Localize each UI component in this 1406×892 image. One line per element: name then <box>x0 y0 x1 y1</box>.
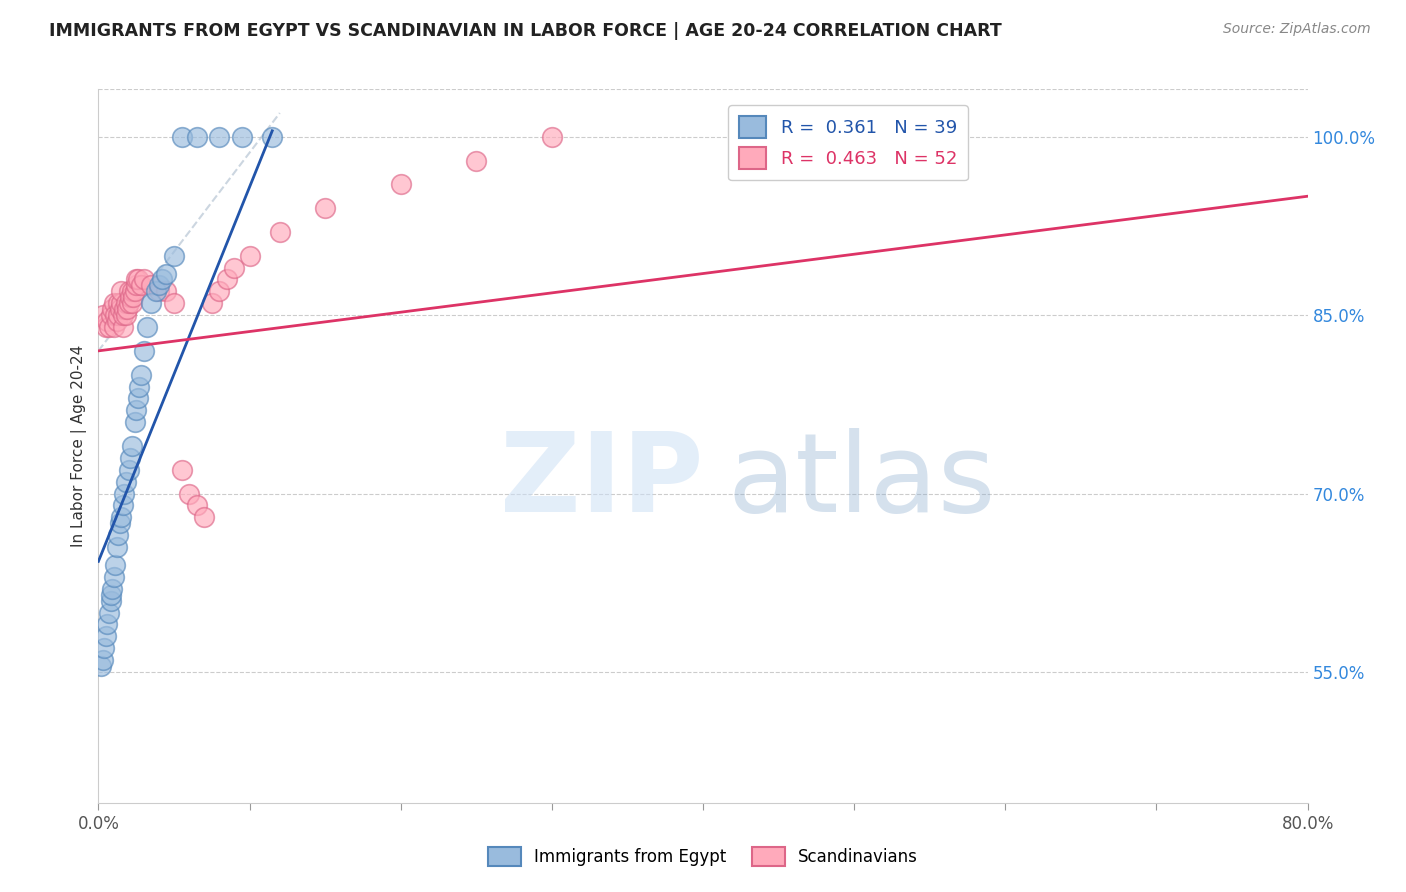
Point <box>269 225 291 239</box>
Point <box>389 178 412 192</box>
Point <box>215 272 238 286</box>
Point <box>104 308 127 322</box>
Point <box>125 272 148 286</box>
Point <box>104 558 127 572</box>
Point <box>93 641 115 656</box>
Point <box>115 302 138 317</box>
Point <box>132 343 155 358</box>
Point <box>111 499 134 513</box>
Point <box>94 320 117 334</box>
Point <box>121 296 143 310</box>
Point <box>179 486 201 500</box>
Point <box>141 296 163 310</box>
Point <box>129 278 152 293</box>
Point <box>163 249 186 263</box>
Point <box>91 653 114 667</box>
Point <box>98 606 121 620</box>
Point <box>118 463 141 477</box>
Point <box>112 302 135 317</box>
Point <box>110 285 132 299</box>
Point <box>121 439 143 453</box>
Legend: R =  0.361   N = 39, R =  0.463   N = 52: R = 0.361 N = 39, R = 0.463 N = 52 <box>728 105 967 180</box>
Legend: Immigrants from Egypt, Scandinavians: Immigrants from Egypt, Scandinavians <box>479 838 927 875</box>
Point <box>141 278 163 293</box>
Point <box>101 302 124 317</box>
Point <box>107 296 129 310</box>
Point <box>103 296 125 310</box>
Point <box>125 403 148 417</box>
Point <box>186 499 208 513</box>
Point <box>100 308 122 322</box>
Point <box>129 368 152 382</box>
Point <box>120 450 142 465</box>
Point <box>155 267 177 281</box>
Point <box>110 296 132 310</box>
Point <box>103 570 125 584</box>
Point <box>94 629 117 643</box>
Point <box>465 153 488 168</box>
Point <box>170 129 193 144</box>
Point <box>111 308 134 322</box>
Point <box>128 379 150 393</box>
Point <box>107 308 129 322</box>
Point <box>201 296 224 310</box>
Point <box>768 129 790 144</box>
Point <box>170 463 193 477</box>
Point <box>101 582 124 596</box>
Point <box>186 129 208 144</box>
Point <box>108 302 131 317</box>
Point <box>120 290 142 304</box>
Point <box>96 617 118 632</box>
Point <box>103 320 125 334</box>
Point <box>90 659 112 673</box>
Y-axis label: In Labor Force | Age 20-24: In Labor Force | Age 20-24 <box>72 345 87 547</box>
Point <box>108 516 131 531</box>
Point <box>193 510 215 524</box>
Point <box>114 308 136 322</box>
Point <box>121 285 143 299</box>
Point <box>239 249 262 263</box>
Point <box>135 320 157 334</box>
Point <box>262 129 284 144</box>
Point <box>127 392 149 406</box>
Point <box>100 588 122 602</box>
Point <box>111 320 134 334</box>
Point <box>124 415 146 429</box>
Point <box>118 285 141 299</box>
Point <box>118 296 141 310</box>
Point <box>114 475 136 489</box>
Point <box>127 272 149 286</box>
Point <box>107 528 129 542</box>
Point <box>150 272 173 286</box>
Text: IMMIGRANTS FROM EGYPT VS SCANDINAVIAN IN LABOR FORCE | AGE 20-24 CORRELATION CHA: IMMIGRANTS FROM EGYPT VS SCANDINAVIAN IN… <box>49 22 1002 40</box>
Point <box>114 296 136 310</box>
Point <box>231 129 253 144</box>
Point <box>98 320 121 334</box>
Point <box>132 272 155 286</box>
Point <box>314 201 336 215</box>
Point <box>125 278 148 293</box>
Point <box>105 314 128 328</box>
Point <box>148 285 170 299</box>
Point <box>124 285 146 299</box>
Point <box>96 314 118 328</box>
Point <box>155 285 177 299</box>
Text: ZIP: ZIP <box>499 428 703 535</box>
Text: Source: ZipAtlas.com: Source: ZipAtlas.com <box>1223 22 1371 37</box>
Point <box>100 593 122 607</box>
Point <box>224 260 246 275</box>
Point <box>208 129 231 144</box>
Point <box>105 540 128 554</box>
Text: atlas: atlas <box>727 428 995 535</box>
Point <box>122 290 145 304</box>
Point <box>148 278 170 293</box>
Point <box>208 285 231 299</box>
Point <box>110 510 132 524</box>
Point <box>112 486 135 500</box>
Point <box>163 296 186 310</box>
Point <box>145 285 167 299</box>
Point <box>91 308 114 322</box>
Point <box>540 129 562 144</box>
